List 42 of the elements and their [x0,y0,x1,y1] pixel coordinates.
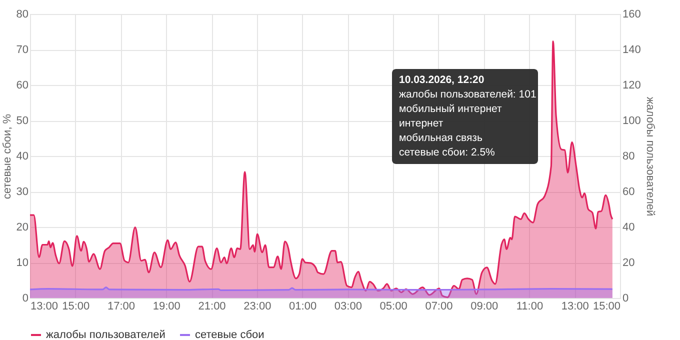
y-axis-title: сетевые сбои, % [1,114,14,200]
x-tick-label: 13:00 [30,300,58,312]
y-tick-label: 0 [22,292,28,304]
x-tick-label: 19:00 [152,300,180,312]
y2-tick-label: 80 [622,150,635,162]
x-tick-label: 07:00 [425,300,453,312]
y-tick-label: 70 [16,44,28,56]
x-tick-label: 03:00 [334,300,362,312]
x-tick-label: 15:00 [592,300,620,312]
y-tick-label: 20 [16,222,28,234]
annotation: интернет [399,118,444,130]
annotation: сетевые сбои: 2.5% [399,146,495,158]
x-tick-label: 13:00 [561,300,589,312]
legend-label: сетевые сбои [195,329,264,340]
x-tick-label: 15:00 [62,300,90,312]
y-tick-label: 60 [16,80,28,92]
x-tick-label: 21:00 [198,300,226,312]
x-tick-label: 05:00 [380,300,408,312]
x-tick-label: 11:00 [516,300,544,312]
x-tick-label: 01:00 [289,300,317,312]
y-tick-label: 40 [16,150,28,162]
x-tick-label: 17:00 [108,300,136,312]
x-tick-label: 23:00 [244,300,272,312]
y2-tick-label: 100 [622,115,641,127]
y2-tick-label: 0 [622,292,629,304]
annotation: мобильная связь [399,132,483,144]
y-tick-label: 10 [16,257,28,269]
annotation: мобильный интернет [399,103,502,115]
y2-tick-label: 40 [622,222,635,234]
y2-tick-label: 140 [622,44,641,56]
y2-tick-label: 120 [622,80,641,92]
y-tick-label: 50 [16,115,28,127]
y2-tick-label: 20 [622,257,635,269]
legend-label: жалобы пользователей [46,329,166,340]
y-tick-label: 30 [16,186,28,198]
y2-tick-label: 60 [622,186,635,198]
y-tick-label: 80 [16,8,28,20]
x-tick-label: 09:00 [470,300,498,312]
annotation: 10.03.2026, 12:20 [399,74,484,86]
y2-tick-label: 160 [622,8,641,20]
annotation: жалобы пользователей: 101 [399,88,536,100]
y2-axis-title: жалобы пользователей [644,96,656,216]
